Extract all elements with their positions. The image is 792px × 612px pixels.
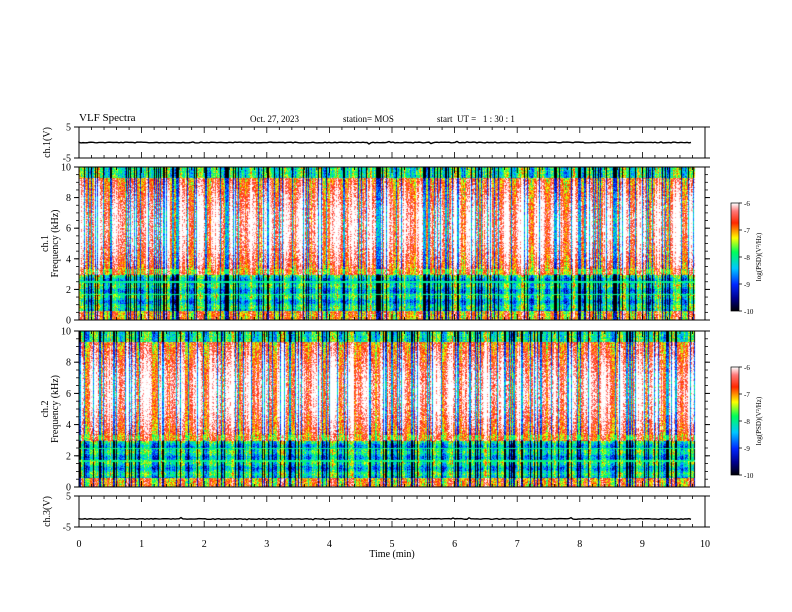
y-tick-label: 10 xyxy=(61,327,71,338)
panel-frame xyxy=(78,166,706,321)
observation-date: Oct. 27, 2023 xyxy=(250,114,299,124)
colorbar-tick-label: -6 xyxy=(744,200,750,208)
colorbar-tick-label: -6 xyxy=(744,364,750,372)
y-tick-label: 6 xyxy=(66,389,71,400)
x-tick-label: 0 xyxy=(77,539,82,550)
y-axis-label: Frequency (kHz) xyxy=(50,209,61,277)
x-tick-label: 5 xyxy=(390,539,395,550)
x-tick-label: 6 xyxy=(452,539,457,550)
x-axis-label: Time (min) xyxy=(369,549,414,560)
y-axis-label: ch.3(V) xyxy=(42,496,53,527)
colorbar-tick-label: -8 xyxy=(744,418,750,426)
x-tick-label: 4 xyxy=(327,539,332,550)
y-axis-label: ch.2 xyxy=(40,401,51,418)
x-tick-label: 1 xyxy=(139,539,144,550)
waveform-series xyxy=(78,516,692,521)
y-tick-label: -5 xyxy=(63,154,71,165)
x-tick-label: 2 xyxy=(202,539,207,550)
station-label: station= MOS xyxy=(343,114,394,124)
y-tick-label: 0 xyxy=(66,316,71,327)
spectrogram-image xyxy=(79,167,705,320)
y-tick-label: 6 xyxy=(66,224,71,235)
colorbar xyxy=(731,367,739,475)
x-tick-label: 10 xyxy=(700,539,710,550)
colorbar-tick-label: -7 xyxy=(744,227,750,235)
colorbar-tick-label: -7 xyxy=(744,391,750,399)
y-axis-label: ch.1(V) xyxy=(42,127,53,158)
y-tick-label: 2 xyxy=(66,451,71,462)
figure-title: VLF Spectra xyxy=(79,112,136,124)
colorbar-tick-label: -9 xyxy=(744,281,750,289)
colorbar xyxy=(731,203,739,311)
y-tick-label: 0 xyxy=(66,483,71,494)
y-tick-label: 8 xyxy=(66,358,71,369)
colorbar-tick-label: -9 xyxy=(744,445,750,453)
y-tick-label: 10 xyxy=(61,163,71,174)
colorbar-tick-label: -10 xyxy=(744,308,754,316)
colorbar-tick-label: -8 xyxy=(744,254,750,262)
y-tick-label: 4 xyxy=(66,420,71,431)
x-tick-label: 8 xyxy=(577,539,582,550)
y-tick-label: 2 xyxy=(66,285,71,296)
colorbar-tick-label: -10 xyxy=(744,472,754,480)
y-axis-label: Frequency (kHz) xyxy=(50,375,61,443)
spectrogram-image xyxy=(79,331,705,487)
panel-frame xyxy=(78,126,706,159)
panel-frame xyxy=(78,495,706,528)
start-time-label: start UT = 1 : 30 : 1 xyxy=(437,114,515,124)
y-tick-label: 4 xyxy=(66,254,71,265)
x-tick-label: 3 xyxy=(264,539,269,550)
x-tick-label: 7 xyxy=(515,539,520,550)
panel-frame xyxy=(78,330,706,488)
y-tick-label: 8 xyxy=(66,193,71,204)
y-tick-label: 5 xyxy=(66,123,71,134)
y-tick-label: 5 xyxy=(66,492,71,503)
x-tick-label: 9 xyxy=(640,539,645,550)
colorbar-label: log(PSD)(V²/Hz) xyxy=(755,232,763,281)
y-axis-label: ch.1 xyxy=(40,235,51,252)
y-tick-label: -5 xyxy=(63,523,71,534)
waveform-series xyxy=(78,140,692,145)
colorbar-label: log(PSD)(V²/Hz) xyxy=(755,396,763,445)
